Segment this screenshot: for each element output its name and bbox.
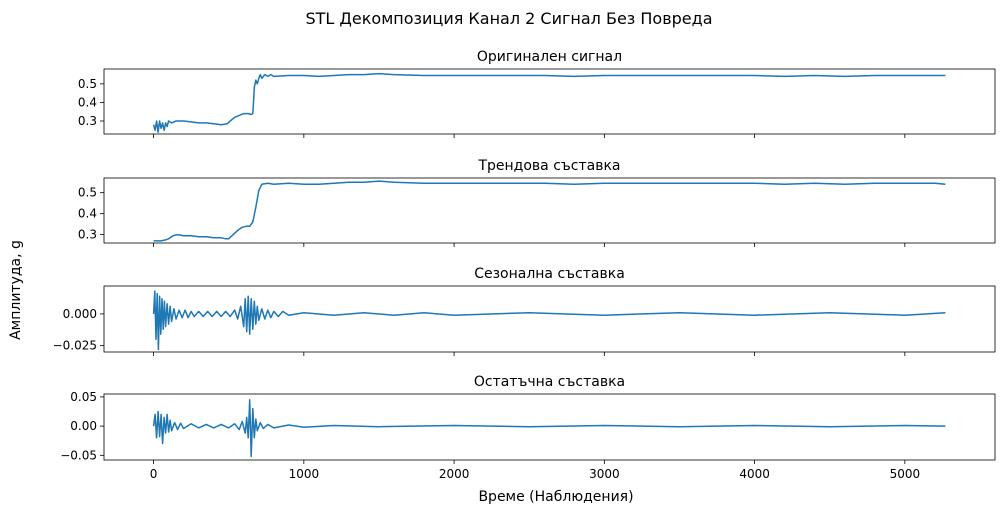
axes-frame-seasonal	[103, 285, 996, 353]
series-line-seasonal	[152, 290, 946, 351]
y-tick-label-trend-0: 0.3	[78, 228, 97, 242]
y-tick-label-residual-0: −0.05	[60, 448, 97, 462]
y-tick-label-original-1: 0.4	[78, 95, 97, 109]
axes-frame-original	[103, 68, 996, 135]
y-tick-label-residual-2: 0.05	[70, 390, 97, 404]
y-tick-label-seasonal-1: 0.000	[63, 307, 97, 321]
series-line-trend	[153, 180, 946, 242]
y-tick-label-trend-1: 0.4	[78, 207, 97, 221]
x-tick-label-1: 1000	[289, 467, 320, 481]
subplot-title-original: Оригинален сигнал	[477, 49, 622, 65]
subplot-title-residual: Остатъчна съставка	[474, 374, 625, 390]
series-line-original	[152, 72, 946, 133]
axes-frame-trend	[103, 177, 996, 244]
subplot-title-seasonal: Сезонална съставка	[474, 266, 625, 282]
x-tick-label-3: 3000	[589, 467, 620, 481]
figure-title: STL Декомпозиция Канал 2 Сигнал Без Повр…	[305, 9, 712, 28]
subplot-trend: Трендова съставка 0.3 0.4 0.5	[78, 158, 996, 247]
subplot-seasonal: Сезонална съставка −0.025 0.000	[53, 266, 996, 356]
y-tick-label-seasonal-0: −0.025	[53, 339, 97, 353]
x-tick-label-0: 0	[150, 467, 158, 481]
x-tick-label-5: 5000	[890, 467, 921, 481]
subplot-original: Оригинален сигнал 0.3 0.4 0.5	[78, 49, 996, 138]
y-tick-label-original-2: 0.5	[78, 77, 97, 91]
axes-frame-residual	[103, 393, 996, 461]
y-tick-label-original-0: 0.3	[78, 114, 97, 128]
y-tick-label-trend-2: 0.5	[78, 186, 97, 200]
subplot-residual: Остатъчна съставка −0.05 0.00 0.05 0 1000 2000…	[60, 374, 996, 481]
series-line-residual	[152, 399, 946, 458]
x-axis-label: Време (Наблюдения)	[478, 489, 633, 505]
y-tick-label-residual-1: 0.00	[70, 419, 97, 433]
subplot-title-trend: Трендова съставка	[477, 158, 620, 174]
y-axis-label: Амплитуда, g	[8, 240, 24, 340]
x-tick-label-4: 4000	[739, 467, 770, 481]
x-tick-label-2: 2000	[439, 467, 470, 481]
